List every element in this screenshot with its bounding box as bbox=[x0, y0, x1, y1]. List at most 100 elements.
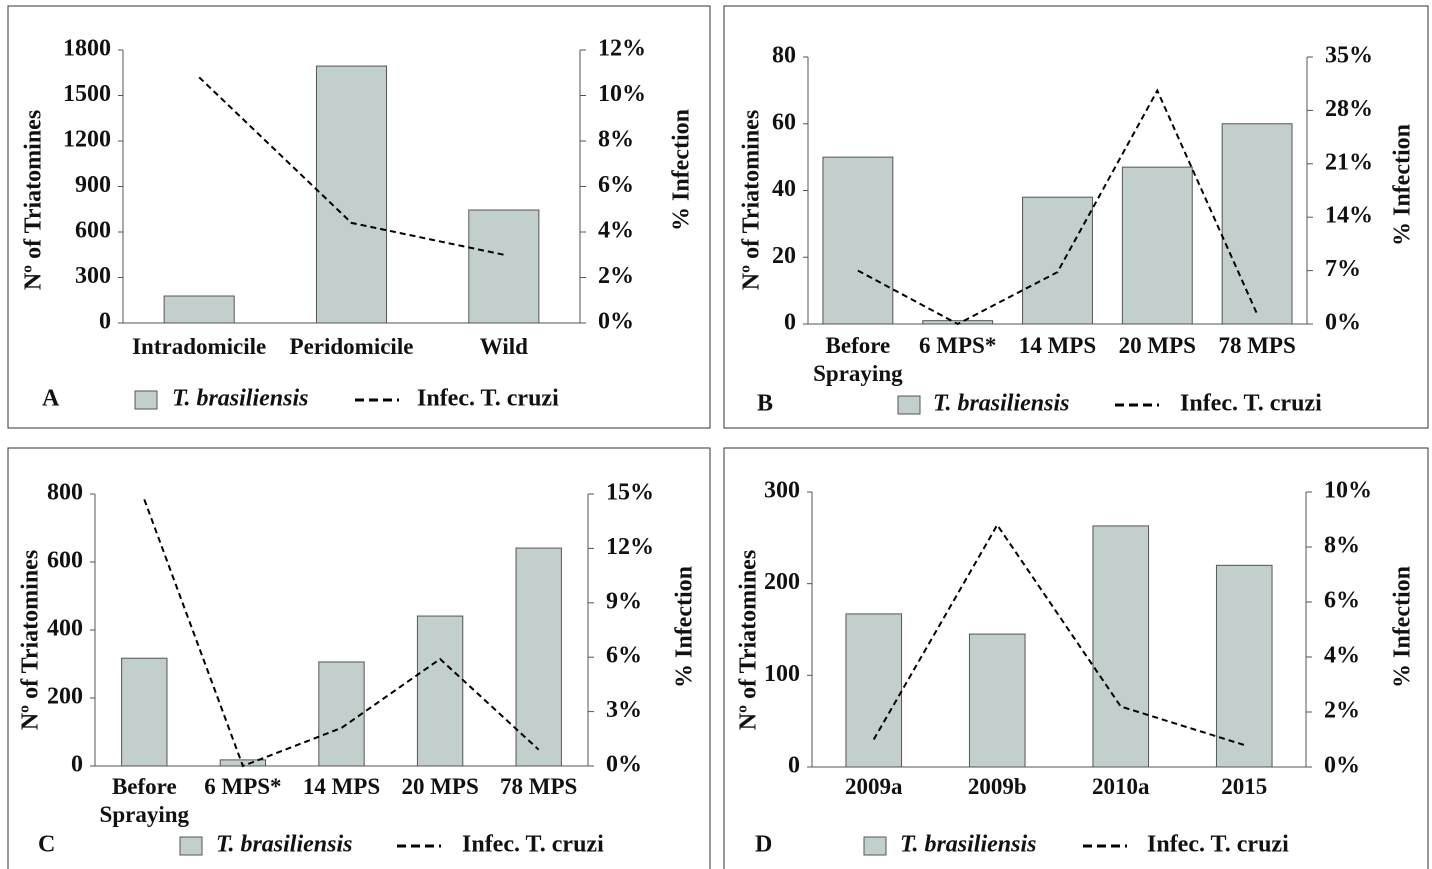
x-tick-label: Before Spraying bbox=[813, 333, 903, 386]
panel-letter: C bbox=[38, 832, 55, 858]
y2-axis-label: % Infection bbox=[1390, 566, 1416, 688]
y2-tick-label: 2% bbox=[598, 263, 634, 289]
bar bbox=[163, 295, 235, 324]
y-tick-label: 900 bbox=[75, 172, 111, 198]
y2-tick-label: 0% bbox=[598, 309, 634, 335]
x-tick-label: Intradomicile bbox=[132, 334, 267, 359]
legend-swatch bbox=[897, 395, 921, 415]
panel-letter: B bbox=[757, 391, 773, 417]
bar bbox=[315, 65, 388, 324]
y2-tick-label: 28% bbox=[1325, 96, 1373, 122]
y2-tick-label: 15% bbox=[606, 480, 654, 506]
y2-tick-label: 3% bbox=[606, 697, 642, 723]
panel-letter: D bbox=[755, 832, 772, 858]
x-tick-label: Wild bbox=[479, 334, 528, 359]
x-tick-label: 6 MPS* bbox=[919, 333, 997, 358]
bar bbox=[468, 209, 540, 324]
y-axis-label: Nº of Triatomines bbox=[18, 550, 44, 730]
y-tick-label: 60 bbox=[772, 109, 796, 135]
y2-tick-label: 14% bbox=[1325, 203, 1373, 229]
bar bbox=[1121, 166, 1193, 325]
legend-swatch bbox=[863, 836, 887, 856]
panel-frame bbox=[723, 5, 1429, 429]
y-tick-label: 20 bbox=[772, 243, 796, 269]
bar bbox=[1215, 564, 1273, 768]
bar bbox=[1022, 196, 1093, 325]
y-tick-label: 0 bbox=[784, 310, 796, 336]
x-tick-label: 2009a bbox=[845, 774, 903, 799]
y2-tick-label: 0% bbox=[1324, 753, 1360, 779]
x-tick-label: 6 MPS* bbox=[204, 774, 282, 799]
y2-tick-label: 4% bbox=[598, 218, 634, 244]
y-tick-label: 600 bbox=[75, 218, 111, 244]
y-tick-label: 300 bbox=[75, 263, 111, 289]
y2-tick-label: 21% bbox=[1325, 149, 1373, 175]
bar bbox=[1092, 525, 1150, 768]
y2-tick-label: 0% bbox=[606, 752, 642, 778]
y2-tick-label: 10% bbox=[598, 81, 646, 107]
panel-frame bbox=[7, 5, 711, 429]
y-tick-label: 200 bbox=[764, 569, 800, 595]
panel-frame bbox=[7, 447, 711, 869]
y-tick-label: 1800 bbox=[63, 36, 111, 62]
y-tick-label: 80 bbox=[772, 43, 796, 69]
x-tick-label: 20 MPS bbox=[1118, 333, 1196, 358]
bar bbox=[845, 613, 903, 768]
bar bbox=[1221, 123, 1293, 325]
y-tick-label: 0 bbox=[99, 309, 111, 335]
x-tick-label: 2009b bbox=[967, 774, 1027, 799]
y2-tick-label: 7% bbox=[1325, 256, 1361, 282]
y-axis-label: Nº of Triatomines bbox=[21, 110, 47, 290]
line-series bbox=[872, 523, 1245, 746]
y-tick-label: 40 bbox=[772, 176, 796, 202]
y2-tick-label: 2% bbox=[1324, 698, 1360, 724]
y2-tick-label: 4% bbox=[1324, 643, 1360, 669]
legend-swatch bbox=[179, 836, 203, 856]
y-tick-label: 600 bbox=[47, 548, 83, 574]
legend-label: T. brasiliensis bbox=[933, 391, 1070, 417]
legend-swatch bbox=[134, 390, 158, 410]
y2-axis-label: % Infection bbox=[669, 109, 695, 231]
y-tick-label: 800 bbox=[47, 480, 83, 506]
x-tick-label: 14 MPS bbox=[302, 774, 381, 799]
y-tick-label: 100 bbox=[764, 661, 800, 687]
x-tick-label: 78 MPS bbox=[1218, 333, 1296, 358]
y2-tick-label: 10% bbox=[1324, 478, 1372, 504]
legend-label: T. brasiliensis bbox=[172, 386, 309, 412]
y2-tick-label: 0% bbox=[1325, 310, 1361, 336]
y2-tick-label: 6% bbox=[598, 172, 634, 198]
y-axis-label: Nº of Triatomines bbox=[739, 110, 765, 290]
bar bbox=[822, 156, 894, 325]
y-tick-label: 400 bbox=[47, 616, 83, 642]
bar bbox=[318, 661, 365, 767]
legend-label: Infec. T. cruzi bbox=[1147, 832, 1289, 858]
y-tick-label: 1500 bbox=[63, 81, 111, 107]
y-tick-label: 200 bbox=[47, 684, 83, 710]
x-tick-label: 14 MPS bbox=[1018, 333, 1097, 358]
panel-letter: A bbox=[42, 386, 60, 412]
legend-label: Infec. T. cruzi bbox=[417, 386, 559, 412]
y2-tick-label: 8% bbox=[598, 127, 634, 153]
y-axis-label: Nº of Triatomines bbox=[736, 550, 762, 730]
x-tick-label: 2015 bbox=[1221, 774, 1268, 799]
x-tick-label: 20 MPS bbox=[401, 774, 479, 799]
bar bbox=[416, 615, 464, 767]
y2-tick-label: 8% bbox=[1324, 533, 1360, 559]
y2-tick-label: 12% bbox=[606, 534, 654, 560]
y2-tick-label: 9% bbox=[606, 588, 642, 614]
bar bbox=[515, 547, 562, 767]
y-tick-label: 0 bbox=[788, 753, 800, 779]
x-tick-label: 2010a bbox=[1092, 774, 1150, 799]
legend-label: Infec. T. cruzi bbox=[462, 832, 604, 858]
y2-tick-label: 12% bbox=[598, 36, 646, 62]
x-tick-label: Peridomicile bbox=[289, 334, 414, 359]
y2-axis-label: % Infection bbox=[1390, 124, 1416, 246]
y2-tick-label: 35% bbox=[1325, 43, 1373, 69]
panel-frame bbox=[723, 447, 1429, 869]
line-series bbox=[857, 88, 1259, 326]
bar bbox=[968, 633, 1026, 768]
x-tick-label: Before Spraying bbox=[99, 774, 190, 827]
x-tick-label: 78 MPS bbox=[500, 774, 578, 799]
